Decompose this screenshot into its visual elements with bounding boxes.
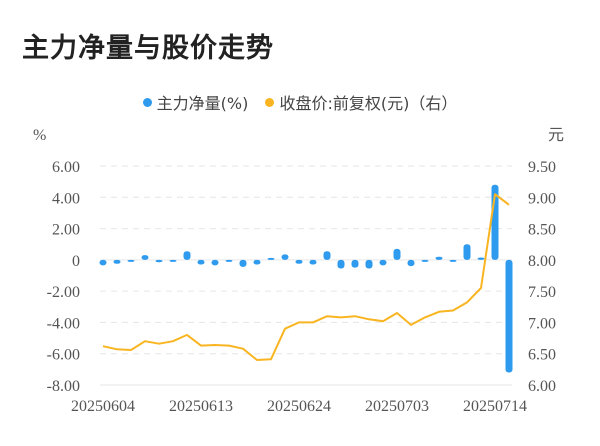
x-axis-tick: 20250604 <box>71 398 135 415</box>
right-axis-tick: 6.50 <box>528 347 556 364</box>
bar-net-volume[interactable] <box>267 257 275 260</box>
legend-label: 收盘价:前复权(元)（右） <box>279 94 458 113</box>
bar-net-volume[interactable] <box>463 244 471 260</box>
bar-net-volume[interactable] <box>99 259 107 266</box>
left-axis-tick: 4.00 <box>52 190 80 207</box>
bar-net-volume[interactable] <box>253 259 261 265</box>
legend-dot-blue-icon <box>142 97 152 107</box>
right-axis-tick: 8.50 <box>528 222 556 239</box>
left-axis-tick: -8.00 <box>47 378 80 395</box>
bar-net-volume[interactable] <box>141 255 149 260</box>
x-axis-tick: 20250624 <box>267 398 331 415</box>
bar-net-volume[interactable] <box>435 256 443 260</box>
bar-net-volume[interactable] <box>239 259 247 267</box>
left-axis-tick: -6.00 <box>47 347 80 364</box>
bar-net-volume[interactable] <box>309 259 317 265</box>
bar-net-volume[interactable] <box>323 251 331 260</box>
right-axis-unit: 元 <box>548 127 564 144</box>
left-axis-tick: 0 <box>72 253 80 270</box>
bar-net-volume[interactable] <box>127 259 135 262</box>
bar-net-volume[interactable] <box>113 259 121 264</box>
bar-net-volume[interactable] <box>351 259 359 268</box>
left-axis-tick: 2.00 <box>52 222 80 239</box>
line-close-price[interactable] <box>102 193 510 361</box>
legend-item-net-volume[interactable]: 主力净量(%) <box>142 90 249 114</box>
bar-net-volume[interactable] <box>407 259 415 267</box>
right-axis-tick: 8.00 <box>528 253 556 270</box>
right-axis-tick: 7.00 <box>528 315 556 332</box>
bar-net-volume[interactable] <box>183 251 191 260</box>
left-axis-tick: -4.00 <box>47 315 80 332</box>
bar-net-volume[interactable] <box>211 259 219 266</box>
bar-net-volume[interactable] <box>197 259 205 265</box>
x-axis-tick: 20250613 <box>169 398 233 415</box>
bar-net-volume[interactable] <box>505 259 513 373</box>
right-axis-tick: 7.50 <box>528 284 556 301</box>
left-axis-tick: -2.00 <box>47 284 80 301</box>
bar-net-volume[interactable] <box>225 259 233 262</box>
bar-net-volume[interactable] <box>421 259 429 262</box>
right-axis-tick: 6.00 <box>528 378 556 395</box>
left-axis-unit: % <box>33 127 46 144</box>
bar-net-volume[interactable] <box>393 248 401 260</box>
right-axis-tick: 9.00 <box>528 190 556 207</box>
legend-dot-orange-icon <box>265 97 275 107</box>
x-axis-tick: 20250703 <box>365 398 429 415</box>
bar-net-volume[interactable] <box>379 259 387 266</box>
bar-net-volume[interactable] <box>169 259 177 262</box>
legend-item-close-price[interactable]: 收盘价:前复权(元)（右） <box>265 90 457 114</box>
bar-net-volume[interactable] <box>295 259 303 264</box>
bar-net-volume[interactable] <box>365 259 373 269</box>
x-axis-tick: 20250714 <box>463 398 527 415</box>
chart-legend: 主力净量(%) 收盘价:前复权(元)（右） <box>0 90 600 114</box>
bar-net-volume[interactable] <box>477 257 485 260</box>
legend-label: 主力净量(%) <box>156 94 249 113</box>
right-axis-tick: 9.50 <box>528 159 556 176</box>
bar-net-volume[interactable] <box>449 259 457 262</box>
bar-net-volume[interactable] <box>281 254 289 260</box>
bar-net-volume[interactable] <box>155 259 163 263</box>
left-axis-tick: 6.00 <box>52 159 80 176</box>
bar-net-volume[interactable] <box>337 259 345 269</box>
chart-title: 主力净量与股价走势 <box>22 33 274 64</box>
